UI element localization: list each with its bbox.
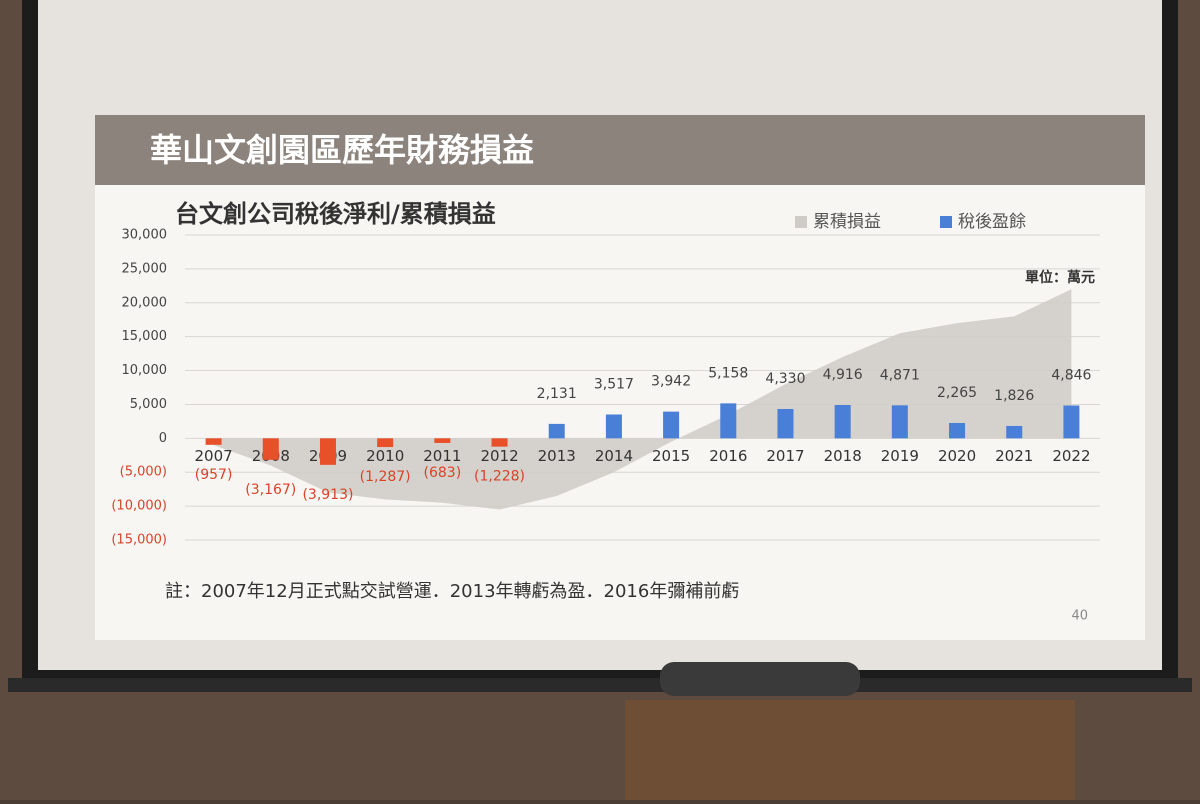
value-label: 2,131 — [537, 386, 577, 402]
x-tick-label: 2007 — [195, 447, 233, 465]
bar — [548, 423, 565, 439]
y-tick-label: 30,000 — [122, 228, 168, 243]
x-tick-label: 2018 — [824, 447, 862, 465]
x-tick-label: 2021 — [995, 447, 1033, 465]
y-tick-label: 0 — [159, 431, 167, 446]
value-label: 5,158 — [708, 365, 748, 381]
y-tick-label: 25,000 — [122, 261, 168, 276]
x-tick-label: 2011 — [423, 447, 461, 465]
value-label: 4,330 — [765, 371, 805, 387]
value-label: (1,228) — [474, 469, 525, 485]
value-label: (3,913) — [302, 487, 353, 503]
bar — [1006, 425, 1023, 439]
y-tick-label: (5,000) — [120, 465, 167, 480]
bar — [834, 405, 851, 439]
note: 註：2007年12月正式點交試營運．2013年轉虧為盈．2016年彌補前虧 — [165, 581, 739, 602]
page-number: 40 — [1071, 609, 1088, 624]
legend-swatch — [795, 216, 807, 228]
y-tick-label: (15,000) — [111, 533, 167, 548]
bar — [663, 411, 680, 439]
x-tick-label: 2019 — [881, 447, 919, 465]
x-tick-label: 2010 — [366, 447, 404, 465]
chart-title: 台文創公司稅後淨利/累積損益 — [175, 200, 496, 228]
value-label: 3,942 — [651, 374, 691, 390]
x-tick-label: 2013 — [538, 447, 576, 465]
y-tick-label: 15,000 — [122, 329, 168, 344]
value-label: 1,826 — [994, 388, 1034, 404]
bar — [605, 414, 622, 439]
legend-label: 累積損益 — [813, 212, 881, 232]
x-tick-label: 2022 — [1052, 447, 1090, 465]
bar — [377, 438, 394, 448]
area — [213, 289, 1072, 510]
legend-label: 稅後盈餘 — [958, 212, 1026, 232]
bar — [891, 405, 908, 439]
x-tick-label: 2017 — [766, 447, 804, 465]
bar — [491, 438, 508, 447]
x-tick-label: 2012 — [480, 447, 518, 465]
value-label: 4,916 — [823, 367, 863, 383]
value-label: (1,287) — [360, 469, 411, 485]
camera — [660, 662, 860, 696]
bar — [319, 438, 336, 465]
value-label: (3,167) — [245, 482, 296, 498]
bar — [949, 422, 966, 439]
y-tick-label: (10,000) — [111, 499, 167, 514]
x-tick-label: 2014 — [595, 447, 633, 465]
value-label: 3,517 — [594, 376, 634, 392]
screen-bar — [8, 678, 1192, 692]
bar — [262, 438, 279, 460]
value-label: 4,871 — [880, 367, 920, 383]
value-label: (683) — [424, 465, 462, 481]
bar — [777, 408, 794, 439]
bar — [434, 438, 451, 443]
bar — [1063, 405, 1080, 439]
y-tick-label: 10,000 — [122, 363, 168, 378]
shelf — [625, 700, 1075, 800]
value-label: (957) — [195, 467, 233, 483]
y-tick-label: 20,000 — [122, 295, 168, 310]
y-tick-label: 5,000 — [130, 397, 167, 412]
unit-label: 單位：萬元 — [1025, 269, 1095, 286]
bar — [720, 403, 737, 439]
slide-title: 華山文創園區歷年財務損益 — [150, 131, 534, 169]
x-tick-label: 2020 — [938, 447, 976, 465]
legend-swatch — [940, 216, 952, 228]
value-label: 4,846 — [1051, 367, 1091, 383]
title-band — [95, 115, 1145, 185]
x-tick-label: 2016 — [709, 447, 747, 465]
x-tick-label: 2015 — [652, 447, 690, 465]
bar — [205, 438, 222, 445]
value-label: 2,265 — [937, 385, 977, 401]
